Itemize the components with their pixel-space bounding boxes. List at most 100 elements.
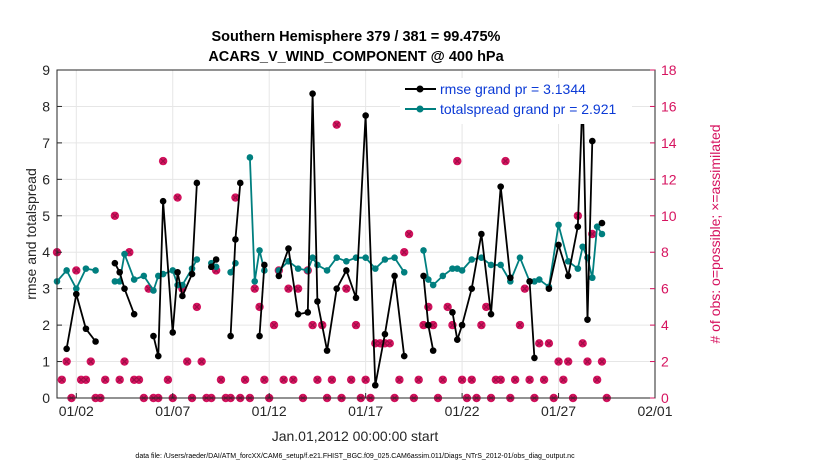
rmse-line [114, 262, 136, 315]
y2-tick-label: 10 [661, 208, 677, 224]
rmse-point [429, 347, 437, 354]
y-tick-label: 1 [42, 354, 50, 370]
rmse-point [193, 179, 201, 187]
obs-assimilated-marker [160, 158, 167, 165]
obs-assimilated-marker [377, 340, 384, 347]
rmse-line [258, 264, 266, 337]
obs-assimilated-marker [131, 376, 138, 383]
obs-assimilated-marker [87, 358, 94, 365]
totalspread-point [343, 258, 350, 265]
obs-assimilated-marker [217, 376, 224, 383]
obs-assimilated-marker [512, 376, 519, 383]
rmse-point [111, 259, 119, 267]
rmse-point [285, 245, 292, 252]
x-tick-label: 01/22 [445, 403, 480, 419]
obs-assimilated-marker [261, 376, 268, 383]
legend-box [400, 78, 632, 124]
rmse-point [362, 112, 369, 119]
obs-assimilated-marker [396, 376, 403, 383]
obs-assimilated-marker [478, 322, 485, 329]
obs-assimilated-marker [545, 340, 552, 347]
totalspread-point [333, 254, 341, 261]
obs-assimilated-marker [63, 358, 70, 365]
rmse-point [352, 294, 360, 302]
obs-assimilated-marker [560, 376, 567, 383]
obs-assimilated-marker [497, 376, 504, 383]
totalspread-point [371, 265, 379, 272]
rmse-point [589, 137, 596, 145]
rmse-point [92, 338, 99, 345]
obs-assimilated-marker [386, 340, 393, 347]
rmse-point [232, 236, 239, 243]
y-tick-label: 5 [42, 208, 50, 224]
totalspread-point [256, 247, 263, 254]
totalspread-point [309, 254, 316, 261]
obs-assimilated-marker [295, 285, 302, 292]
rmse-point [188, 270, 196, 278]
totalspread-point [478, 254, 485, 261]
rmse-point [391, 272, 398, 280]
obs-assimilated-marker [420, 322, 427, 329]
obs-assimilated-marker [270, 322, 278, 329]
y2-tick-label: 4 [661, 317, 669, 333]
totalspread-point [516, 254, 524, 261]
obs-assimilated-marker [333, 121, 340, 128]
obs-assimilated-marker [516, 322, 523, 329]
totalspread-point [362, 254, 369, 261]
rmse-point [261, 261, 268, 269]
rmse-line [229, 182, 242, 337]
obs-assimilated-marker [536, 340, 543, 347]
obs-assimilated-marker [290, 376, 297, 383]
legend-spread-marker [416, 105, 424, 113]
data-file-footnote: data file: /Users/raeder/DAI/ATM_forcXX/… [135, 453, 575, 460]
obs-assimilated-marker [251, 285, 258, 292]
rmse-point [545, 285, 553, 292]
rmse-point [371, 381, 379, 389]
rmse-point [116, 268, 123, 276]
obs-assimilated-marker [521, 285, 528, 292]
rmse-point [82, 325, 90, 333]
obs-assimilated-marker [565, 358, 572, 365]
obs-assimilated-marker [73, 267, 80, 274]
y2-tick-label: 12 [661, 171, 677, 187]
y-tick-label: 7 [42, 135, 50, 151]
totalspread-point [589, 274, 596, 282]
obs-assimilated-marker [594, 376, 601, 383]
obs-assimilated-marker [280, 376, 287, 383]
obs-assimilated-marker [579, 340, 586, 347]
y-tick-label: 2 [42, 317, 50, 333]
obs-assimilated-marker [285, 285, 292, 292]
x-axis-label: Jan.01,2012 00:00:00 start [272, 428, 439, 444]
totalspread-point [425, 276, 432, 283]
totalspread-point [555, 221, 562, 229]
totalspread-point [246, 154, 254, 161]
legend: rmse grand pr = 3.1344 totalspread grand… [400, 78, 632, 124]
rmse-point [458, 321, 466, 329]
totalspread-point [468, 256, 476, 263]
totalspread-point [150, 287, 157, 294]
totalspread-point [497, 261, 504, 269]
y-tick-label: 8 [42, 98, 50, 114]
legend-rmse-label: rmse grand pr = 3.1344 [440, 81, 586, 97]
rmse-line [548, 93, 594, 320]
obs-assimilated-marker [174, 194, 181, 201]
obs-assimilated-marker [541, 376, 548, 383]
rmse-point [304, 309, 312, 316]
obs-assimilated-marker [401, 249, 408, 256]
y2-tick-label: 16 [661, 98, 677, 114]
obs-assimilated-marker [309, 322, 316, 329]
rmse-point [130, 310, 138, 318]
totalspread-point [212, 263, 220, 271]
totalspread-point [130, 276, 138, 283]
totalspread-point [92, 267, 99, 274]
totalspread-point [487, 261, 495, 269]
rmse-point [256, 332, 263, 340]
totalspread-point [593, 223, 601, 231]
y2-tick-label: 8 [661, 244, 669, 260]
obs-assimilated-marker [483, 303, 490, 310]
rmse-line [65, 293, 97, 349]
obs-assimilated-marker [78, 376, 85, 383]
rmse-point [449, 309, 456, 316]
totalspread-point [193, 256, 201, 263]
